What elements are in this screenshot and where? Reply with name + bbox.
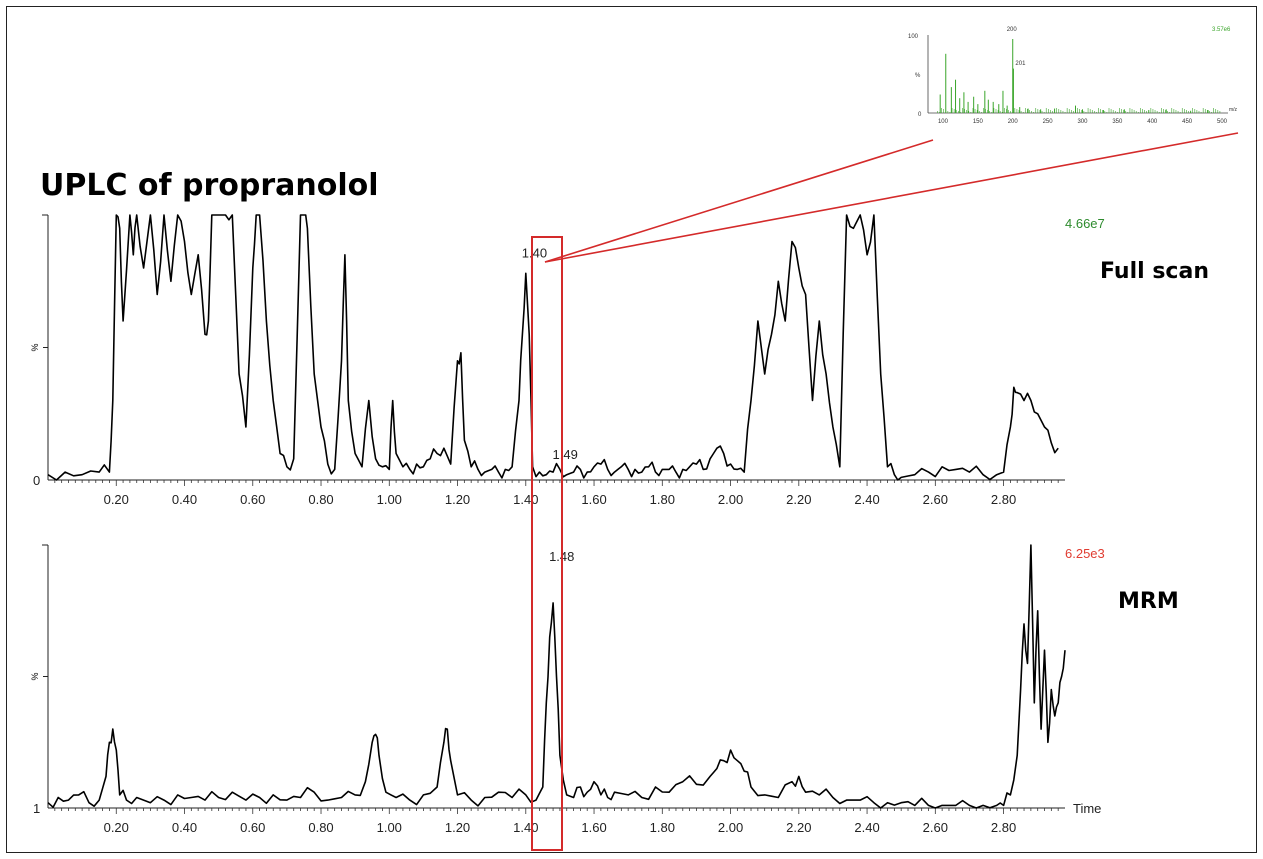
figure-frame	[6, 6, 1257, 853]
x-tick-label: 2.00	[718, 492, 743, 507]
x-tick-label: 2.20	[786, 820, 811, 835]
inset-x-tick: 250	[1043, 119, 1054, 125]
y-tick-label: 0	[33, 473, 40, 488]
x-tick-label: 2.80	[991, 820, 1016, 835]
x-tick-label: 1.80	[650, 820, 675, 835]
highlight-overlay	[531, 132, 1239, 851]
x-tick-label: 1.60	[581, 492, 606, 507]
inset-y-tick: %	[915, 73, 921, 79]
x-tick-label: 1.60	[581, 820, 606, 835]
inset-peak-label: 201	[1015, 61, 1026, 67]
inset-x-tick: 400	[1147, 119, 1158, 125]
x-tick-label: 1.20	[445, 820, 470, 835]
x-tick-label: 2.00	[718, 820, 743, 835]
chromatogram-trace	[47, 214, 1059, 481]
figure-title: UPLC of propranolol	[40, 168, 379, 203]
inset-intensity-label: 3.57e6	[1212, 27, 1231, 33]
inset-x-unit: m/z	[1229, 107, 1238, 113]
inset-x-tick: 450	[1182, 119, 1193, 125]
y-tick-label: %	[30, 672, 40, 680]
inset-x-tick: 300	[1077, 119, 1088, 125]
x-tick-label: 0.20	[104, 820, 129, 835]
inset-x-tick: 150	[973, 119, 984, 125]
x-axis-label: Time	[1073, 801, 1101, 816]
inset-x-tick: 500	[1217, 119, 1228, 125]
inset-peak-label: 200	[1007, 27, 1018, 33]
zoom-connector-line	[544, 132, 1239, 263]
retention-window-box	[531, 236, 563, 851]
mrm-panel: % 1 0.20 0.40 0.60 0.80 1.00 1.20 1.40 1.60 1.80 2.…	[30, 544, 1179, 835]
x-tick-label: 0.60	[240, 820, 265, 835]
inset-y-tick: 100	[908, 34, 919, 40]
x-tick-label: 1.40	[513, 492, 538, 507]
trace-label: Full scan	[1100, 259, 1209, 284]
x-tick-label: 0.60	[240, 492, 265, 507]
full-scan-panel: % 0 0.20 0.40 0.60 0.80 1.00 1.20 1.40 1.60 1.80 2.…	[30, 214, 1209, 507]
x-tick-label: 1.80	[650, 492, 675, 507]
peak-label: 1.49	[553, 447, 578, 462]
inset-y-tick: 0	[918, 112, 922, 118]
y-tick-label: %	[30, 343, 40, 351]
chromatogram-trace	[47, 544, 1066, 809]
x-tick-label: 2.80	[991, 492, 1016, 507]
peak-label: 1.40	[522, 245, 547, 260]
x-tick-label: 2.40	[854, 820, 879, 835]
inset-x-tick: 100	[938, 119, 949, 125]
zoom-connector-line	[544, 139, 934, 263]
max-intensity-label: 4.66e7	[1065, 216, 1105, 231]
x-tick-label: 0.40	[172, 820, 197, 835]
inset-x-tick: 350	[1112, 119, 1123, 125]
x-tick-label: 1.20	[445, 492, 470, 507]
y-tick-label: 1	[33, 801, 40, 816]
x-tick-label: 2.40	[854, 492, 879, 507]
x-tick-label: 2.60	[923, 820, 948, 835]
x-tick-label: 2.60	[923, 492, 948, 507]
x-tick-label: 0.20	[104, 492, 129, 507]
x-tick-label: 1.40	[513, 820, 538, 835]
inset-x-tick: 200	[1008, 119, 1019, 125]
x-tick-label: 0.40	[172, 492, 197, 507]
x-tick-label: 2.20	[786, 492, 811, 507]
x-tick-label: 0.80	[308, 820, 333, 835]
x-tick-label: 1.00	[377, 492, 402, 507]
x-tick-label: 1.00	[377, 820, 402, 835]
trace-label: MRM	[1118, 589, 1179, 614]
x-tick-label: 0.80	[308, 492, 333, 507]
max-intensity-label: 6.25e3	[1065, 546, 1105, 561]
